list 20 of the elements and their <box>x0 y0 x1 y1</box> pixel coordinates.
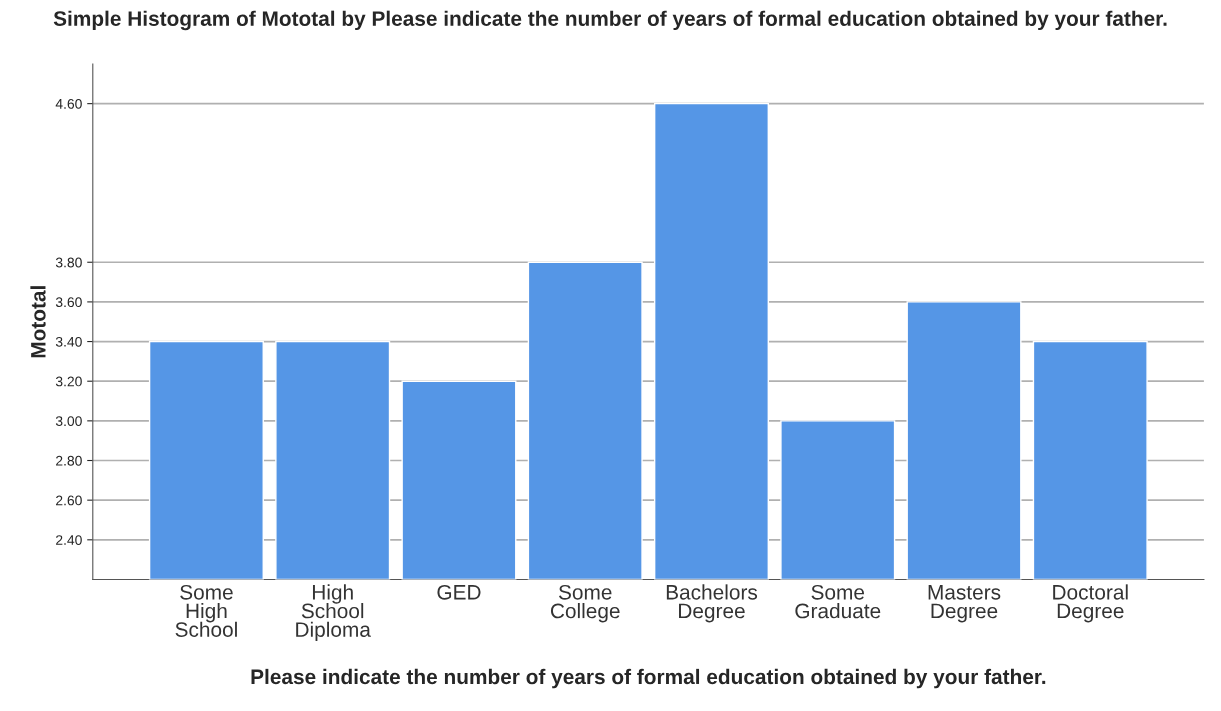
x-tick-label: Some College <box>550 584 620 623</box>
y-tick-label: 2.80 <box>56 455 82 466</box>
y-tick-label: 3.80 <box>55 257 82 268</box>
y-tick-label: 3.00 <box>55 416 82 427</box>
x-tick-label: Masters Degree <box>928 585 1001 623</box>
x-axis-title: Please indicate the number of years of formal education obtained by your father. <box>251 668 1046 689</box>
y-tick-label: 3.60 <box>55 297 82 308</box>
y-tick-label: 3.20 <box>55 376 82 387</box>
x-tick-label: High School Diploma <box>296 584 371 642</box>
y-tick-label: 4.60 <box>55 98 82 109</box>
y-tick-label: 2.40 <box>56 535 82 545</box>
x-tick-label: Doctoral Degree <box>1053 584 1128 623</box>
chart-title: Simple Histogram of Mototal by Please indicate the number of years of formal education obtained by your father. <box>53 10 1167 31</box>
x-tick-label: Some High School <box>175 584 237 637</box>
x-tick-label: Bachelors Degree <box>666 584 758 623</box>
x-tick-label: GED <box>437 584 481 600</box>
x-tick-label: Some Graduate <box>795 584 881 619</box>
y-axis-title: Mototal <box>30 286 46 358</box>
y-tick-label: 3.40 <box>55 336 82 347</box>
y-tick-label: 2.60 <box>56 495 82 506</box>
